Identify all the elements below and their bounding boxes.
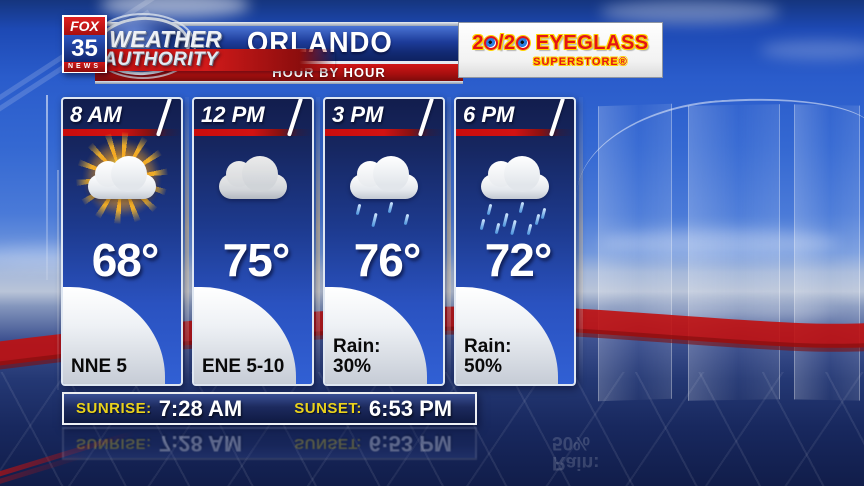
forecast-panel: 3 PM 76° Rain: 30% — [323, 97, 445, 386]
detail-line1: ENE 5-10 — [202, 356, 285, 378]
cloud-icon — [350, 156, 418, 199]
detail-line2: 50% — [464, 356, 503, 378]
set-frame-line — [57, 170, 59, 390]
sunset-time-reflection: 6:53 PM — [368, 431, 453, 457]
time-label: 8 AM — [70, 102, 122, 127]
cloud-icon — [219, 156, 287, 199]
sunrise-label-reflection: SUNRISE: — [76, 435, 152, 452]
cloud-wisp — [620, 300, 840, 320]
forecast-panels: 8 AM 68° NNE 5 12 PM — [61, 97, 576, 386]
wind-or-rain-detail: ENE 5-10 — [202, 357, 284, 377]
detail-line1: Rain: — [464, 336, 512, 358]
temperature: 72° — [484, 234, 553, 286]
sponsor-digit: 2 — [472, 32, 484, 54]
red-divider — [325, 129, 443, 136]
sunrise-time: 7:28 AM — [158, 395, 243, 421]
brand-weather: WEATHER — [109, 26, 222, 52]
sunrise-label: SUNRISE: — [76, 400, 152, 417]
fox35-logo: FOX 35 NEWS — [62, 15, 107, 73]
panel-gap-streak — [579, 97, 583, 387]
news-label: NEWS — [64, 62, 105, 72]
cloud-wisp — [600, 0, 780, 24]
red-divider — [456, 129, 574, 136]
detail-line2: 30% — [333, 356, 372, 378]
brand-authority: AUTHORITY — [103, 49, 219, 70]
rain-drops-icon — [348, 201, 420, 236]
wind-or-rain-detail: Rain: 30% — [333, 337, 381, 377]
station-logo: WEATHER AUTHORITY FOX 35 NEWS — [0, 0, 340, 90]
weather-icon — [325, 140, 443, 236]
sunset-label: SUNSET: — [294, 400, 362, 417]
panel-gap-streak — [185, 97, 189, 387]
cloud-wisp — [600, 230, 840, 256]
weather-icon — [456, 140, 574, 236]
eye-icon — [483, 36, 498, 50]
detail-line1: NNE 5 — [71, 356, 127, 378]
time-label: 12 PM — [201, 102, 265, 127]
detail-line1: Rain: — [333, 336, 381, 358]
forecast-panel: 6 PM 72° Rain: 50% — [454, 97, 576, 386]
forecast-panel: 8 AM 68° NNE 5 — [61, 97, 183, 386]
temperature: 75° — [222, 234, 291, 286]
forecast-panel: 12 PM 75° ENE 5-10 — [192, 97, 314, 386]
panel-gap-streak — [316, 97, 320, 387]
panel-detail-reflection: Rain: 50% — [552, 431, 600, 473]
reflection-line: 50% — [552, 431, 591, 453]
fox-label: FOX — [64, 17, 105, 35]
set-frame-line — [46, 95, 48, 280]
wind-or-rain-detail: Rain: 50% — [464, 337, 512, 377]
wind-or-rain-detail: NNE 5 — [71, 357, 127, 377]
sunset-time: 6:53 PM — [368, 395, 453, 421]
sponsor-word: EYEGLASS — [529, 32, 649, 54]
panel-gap-streak — [447, 97, 451, 387]
eye-icon — [515, 36, 530, 50]
temperature: 68° — [91, 234, 160, 286]
sunset-label-reflection: SUNSET: — [294, 435, 362, 452]
authority-red-band — [98, 49, 335, 71]
reflection-line: Rain: — [552, 451, 600, 473]
time-label: 6 PM — [463, 102, 515, 127]
time-label: 3 PM — [332, 102, 384, 127]
rain-drops-heavy-icon — [479, 202, 551, 236]
sponsor-subtitle: SUPERSTORE® — [533, 56, 628, 68]
cloud-icon — [481, 156, 549, 199]
silver-edge — [95, 81, 463, 84]
cloud-wisp — [760, 40, 864, 60]
cloud-icon — [88, 156, 156, 199]
red-divider — [194, 129, 312, 136]
channel-number: 35 — [64, 35, 105, 62]
weather-icon — [194, 140, 312, 236]
sponsor-ad: 2/2 EYEGLASS SUPERSTORE® — [458, 22, 663, 78]
floor-grid — [0, 372, 864, 486]
sun-times-bar: SUNRISE: 7:28 AM SUNSET: 6:53 PM — [62, 392, 477, 425]
silver-edge — [95, 22, 463, 26]
sun-times-bar-reflection: SUNRISE: 7:28 AM SUNSET: 6:53 PM — [62, 427, 477, 460]
sponsor-brand: 2/2 EYEGLASS — [472, 32, 648, 55]
weather-icon — [63, 132, 181, 236]
sunrise-time-reflection: 7:28 AM — [158, 431, 243, 457]
sponsor-digit: /2 — [497, 32, 516, 54]
temperature: 76° — [353, 234, 422, 286]
